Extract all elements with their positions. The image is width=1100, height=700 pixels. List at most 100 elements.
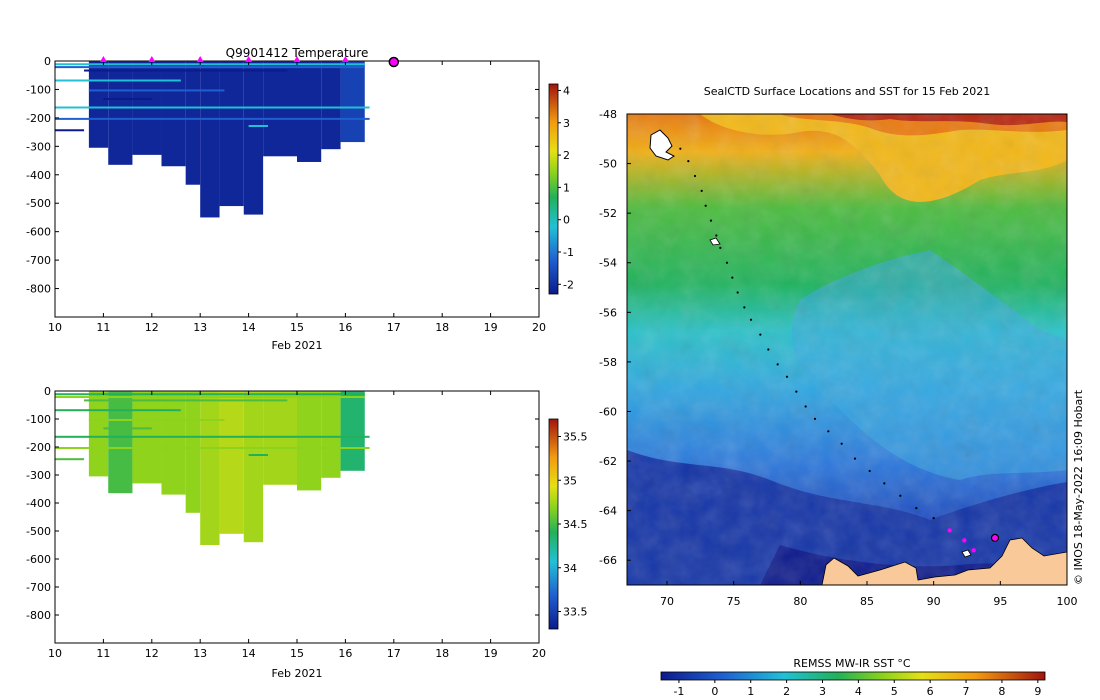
botCbarTicks-label: 34.5 bbox=[563, 518, 588, 531]
top-ytick-label: -600 bbox=[26, 226, 51, 239]
topCbarTicks-label: 2 bbox=[563, 149, 570, 162]
profile-marker-1 bbox=[148, 56, 156, 62]
bot-xtick-label: 13 bbox=[193, 647, 207, 660]
bot-ytick-label: -600 bbox=[26, 553, 51, 566]
sst-map-panel: SealCTD Surface Locations and SST for 15… bbox=[599, 85, 1085, 698]
bot-profile-3 bbox=[161, 391, 186, 495]
bot-xtick-label: 18 bbox=[435, 647, 449, 660]
map-xtick-label: 80 bbox=[793, 595, 807, 608]
sst-texture bbox=[627, 114, 1067, 585]
track-point-24 bbox=[883, 482, 886, 485]
bot-layer-streak-5 bbox=[103, 427, 152, 430]
map-cbar-label: 4 bbox=[855, 685, 862, 698]
map-xtick-label: 100 bbox=[1057, 595, 1078, 608]
bot-layer-streak-1 bbox=[55, 396, 365, 399]
bot-ytick-label: -500 bbox=[26, 525, 51, 538]
track-point-6 bbox=[715, 234, 718, 237]
top-layer-streak-4 bbox=[88, 89, 225, 92]
map-cbar-label: 6 bbox=[927, 685, 934, 698]
bot-xtick-label: 17 bbox=[387, 647, 401, 660]
bot-profile-4 bbox=[185, 391, 201, 513]
track-point-0 bbox=[679, 147, 682, 150]
bot-profile-7 bbox=[243, 391, 264, 543]
map-cbar-label: 8 bbox=[998, 685, 1005, 698]
topCbarTicks-label: 3 bbox=[563, 117, 570, 130]
top-xtick-label: 13 bbox=[193, 321, 207, 334]
topCbarTicks-label: 4 bbox=[563, 84, 570, 97]
bot-ytick-label: -100 bbox=[26, 413, 51, 426]
bot-profile-0 bbox=[88, 391, 109, 477]
bot-xtick-label: 11 bbox=[96, 647, 110, 660]
top-xtick-label: 20 bbox=[532, 321, 546, 334]
map-cbar-label: 5 bbox=[891, 685, 898, 698]
track-point-5 bbox=[709, 219, 713, 222]
track-point-17 bbox=[795, 390, 798, 393]
track-point-14 bbox=[767, 348, 770, 351]
salinity-colorbar bbox=[548, 418, 559, 630]
top-layer-streak-8 bbox=[55, 129, 85, 132]
map-colorbar bbox=[660, 671, 1046, 681]
top-ytick-label: -800 bbox=[26, 283, 51, 296]
temperature-title: Q9901412 Temperature bbox=[226, 46, 369, 60]
track-point-1 bbox=[687, 160, 690, 163]
profile-marker-0 bbox=[99, 56, 107, 62]
top-layer-streak-9 bbox=[248, 125, 268, 127]
botCbarTicks-label: 35 bbox=[563, 474, 577, 487]
top-ytick-label: -700 bbox=[26, 254, 51, 267]
bot-ytick-label: -800 bbox=[26, 609, 51, 622]
map-cbar-label: 1 bbox=[747, 685, 754, 698]
bot-xtick-label: 20 bbox=[532, 647, 546, 660]
map-cbar-label: -1 bbox=[673, 685, 684, 698]
map-title: SealCTD Surface Locations and SST for 15… bbox=[704, 85, 991, 98]
top-profile-1 bbox=[108, 61, 133, 165]
track-point-23 bbox=[868, 469, 871, 473]
map-xtick-label: 70 bbox=[660, 595, 674, 608]
bot-profile-8 bbox=[263, 391, 297, 485]
bot-layer-streak-3 bbox=[55, 409, 181, 412]
track-point-16 bbox=[785, 375, 789, 378]
top-xtick-label: 10 bbox=[48, 321, 62, 334]
map-ytick-label: -64 bbox=[599, 505, 617, 518]
bot-layer-streak-9 bbox=[248, 454, 268, 456]
track-point-9 bbox=[731, 276, 734, 279]
track-point-26 bbox=[915, 507, 918, 510]
top-profile-3 bbox=[161, 61, 186, 167]
map-ytick-label: -56 bbox=[599, 306, 617, 319]
map-ytick-label: -52 bbox=[599, 207, 617, 220]
map-cbar-label: 7 bbox=[963, 685, 970, 698]
bot-layer-streak-7 bbox=[55, 447, 370, 449]
topCbarTicks-label: 1 bbox=[563, 181, 570, 194]
profile-marker-2 bbox=[196, 56, 204, 62]
top-xtick-label: 15 bbox=[290, 321, 304, 334]
track-point-21 bbox=[840, 442, 843, 445]
top-layer-streak-5 bbox=[103, 97, 152, 100]
botCbarTicks-label: 33.5 bbox=[563, 606, 588, 619]
top-ytick-label: -100 bbox=[26, 83, 51, 96]
map-credit: © IMOS 18-May-2022 16:09 Hobart bbox=[1072, 389, 1085, 585]
bot-layer-streak-2 bbox=[84, 399, 288, 402]
track-point-12 bbox=[749, 318, 753, 321]
bot-xtick-label: 14 bbox=[242, 647, 256, 660]
topCbarTicks-label: -1 bbox=[563, 246, 574, 259]
top-ytick-label: -300 bbox=[26, 140, 51, 153]
map-frame bbox=[626, 113, 1068, 586]
map-ytick-label: -58 bbox=[599, 356, 617, 369]
bot-profile-6 bbox=[219, 391, 244, 534]
top-ytick-label: 0 bbox=[44, 55, 51, 68]
bot-profile-9 bbox=[297, 391, 322, 491]
top-ytick-label: -500 bbox=[26, 197, 51, 210]
current-profile-marker bbox=[388, 56, 400, 68]
bot-xtick-label: 19 bbox=[484, 647, 498, 660]
bot-profile-5 bbox=[200, 391, 220, 545]
bot-layer-streak-6 bbox=[55, 435, 370, 438]
top-profile-9 bbox=[297, 61, 322, 162]
profile-marker-3 bbox=[245, 56, 253, 62]
track-point-19 bbox=[813, 417, 817, 421]
track-point-7 bbox=[719, 246, 722, 249]
top-xtick-label: 18 bbox=[435, 321, 449, 334]
profile-marker-4 bbox=[293, 56, 301, 62]
topCbarTicks-label: 0 bbox=[563, 214, 570, 227]
map-ytick-label: -60 bbox=[599, 405, 617, 418]
top-profile-10 bbox=[321, 61, 341, 150]
